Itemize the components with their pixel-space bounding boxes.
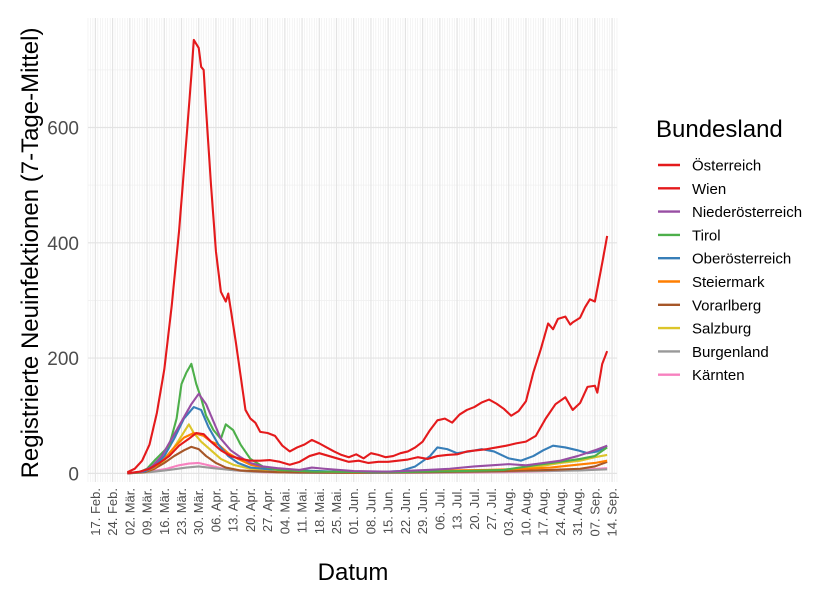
y-tick-label: 400 bbox=[47, 234, 79, 255]
series-line bbox=[126, 38, 609, 474]
series-line bbox=[127, 350, 609, 475]
legend-label: Salzburg bbox=[692, 321, 751, 338]
x-tick-label: 13. Jul. bbox=[450, 488, 465, 530]
x-tick-label: 18. Mai. bbox=[312, 488, 327, 534]
x-tick-label: 23. Mär. bbox=[174, 488, 189, 535]
series-line bbox=[127, 406, 608, 475]
legend-label: Vorarlberg bbox=[692, 297, 761, 314]
legend-label: Steiermark bbox=[692, 274, 765, 291]
x-tick-label: 11. Mai. bbox=[295, 488, 310, 533]
x-tick-label: 10. Aug. bbox=[518, 488, 533, 536]
series-line bbox=[127, 431, 608, 475]
x-tick-label: 24. Feb. bbox=[105, 488, 120, 536]
x-tick-label: 08. Jun. bbox=[363, 488, 378, 534]
x-tick-label: 17. Feb. bbox=[88, 488, 103, 536]
legend-label: Tirol bbox=[692, 227, 721, 244]
legend-label: Wien bbox=[692, 181, 726, 198]
x-tick-label: 15. Jun. bbox=[381, 488, 396, 534]
x-tick-label: 20. Jul. bbox=[467, 488, 482, 530]
y-tick-label: 600 bbox=[47, 119, 79, 140]
legend-label: Burgenland bbox=[692, 344, 769, 361]
x-tick-label: 20. Apr. bbox=[243, 488, 258, 532]
x-tick-label: 30. Mär. bbox=[191, 488, 206, 535]
legend: Bundesland Österreich Wien Niederösterreic… bbox=[656, 116, 802, 384]
plot-panel bbox=[88, 18, 617, 482]
y-axis-label: Registrierte Neuinfektionen (7-Tage-Mitt… bbox=[17, 28, 44, 479]
x-tick-label: 27. Jul. bbox=[484, 488, 499, 530]
x-tick-label: 07. Sep. bbox=[587, 488, 602, 536]
legend-title: Bundesland bbox=[656, 116, 783, 143]
legend-label: Niederösterreich bbox=[692, 204, 802, 221]
x-axis-ticks: 17. Feb. 24. Feb. 02. Mär. 09. Mär. 16. Mär.… bbox=[88, 488, 620, 536]
x-tick-label: 04. Mai. bbox=[277, 488, 292, 534]
x-tick-label: 02. Mär. bbox=[122, 488, 137, 535]
y-axis-ticks: 0 200 400 600 bbox=[47, 119, 79, 486]
legend-label: Oberösterreich bbox=[692, 251, 791, 268]
x-tick-label: 09. Mär. bbox=[140, 488, 155, 535]
series-line bbox=[127, 445, 608, 475]
series-line bbox=[127, 392, 608, 475]
x-tick-label: 13. Apr. bbox=[226, 488, 241, 532]
x-axis-label: Datum bbox=[318, 559, 389, 586]
y-tick-label: 200 bbox=[47, 349, 79, 370]
series-lines bbox=[126, 38, 609, 475]
legend-label: Kärnten bbox=[692, 367, 745, 384]
x-tick-label: 06. Jul. bbox=[432, 488, 447, 530]
x-tick-label: 22. Jun. bbox=[398, 488, 413, 534]
x-tick-label: 03. Aug. bbox=[501, 488, 516, 536]
x-tick-label: 25. Mai. bbox=[329, 488, 344, 534]
x-tick-label: 31. Aug. bbox=[570, 488, 585, 536]
x-tick-label: 24. Aug. bbox=[553, 488, 568, 536]
x-tick-label: 06. Apr. bbox=[208, 488, 223, 532]
x-tick-label: 27. Apr. bbox=[260, 488, 275, 532]
x-tick-label: 01. Jun. bbox=[346, 488, 361, 534]
legend-label: Österreich bbox=[692, 157, 761, 175]
x-tick-label: 29. Jun. bbox=[415, 488, 430, 534]
x-tick-label: 17. Aug. bbox=[536, 488, 551, 536]
x-tick-label: 14. Sep. bbox=[605, 488, 620, 536]
x-tick-label: 16. Mär. bbox=[157, 488, 172, 535]
y-tick-label: 0 bbox=[68, 464, 79, 485]
